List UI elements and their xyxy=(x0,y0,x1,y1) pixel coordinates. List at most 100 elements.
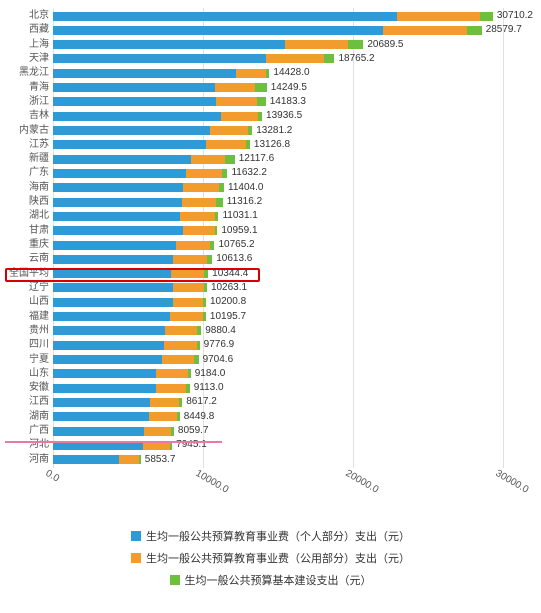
bar-row: 河北7945.1 xyxy=(53,439,533,451)
legend-item: 生均一般公共预算教育事业费（公用部分）支出（元） xyxy=(131,550,410,566)
legend-swatch xyxy=(170,575,180,585)
bar-segment-capital xyxy=(194,355,199,364)
stacked-bar xyxy=(53,183,224,192)
bar-value-label: 11404.0 xyxy=(228,183,263,193)
y-axis-label: 广西 xyxy=(5,426,49,436)
chart-area: 北京30710.2西藏28579.7上海20689.5天津18765.2黑龙江1… xyxy=(53,8,533,508)
bar-value-label: 9184.0 xyxy=(195,369,226,379)
stacked-bar xyxy=(53,226,217,235)
bar-segment-capital xyxy=(204,269,208,278)
bar-value-label: 10263.1 xyxy=(211,283,247,293)
y-axis-label: 海南 xyxy=(5,183,49,193)
stacked-bar xyxy=(53,255,212,264)
legend-item: 生均一般公共预算教育事业费（个人部分）支出（元） xyxy=(131,528,410,544)
y-axis-label: 福建 xyxy=(5,312,49,322)
y-axis-label: 四川 xyxy=(5,340,49,350)
chart-container: 北京30710.2西藏28579.7上海20689.5天津18765.2黑龙江1… xyxy=(8,8,533,588)
bar-row: 内蒙古13281.2 xyxy=(53,125,533,137)
bar-segment-personal xyxy=(53,341,164,350)
bar-segment-public xyxy=(156,369,187,378)
bar-segment-personal xyxy=(53,427,144,436)
bar-segment-public xyxy=(191,155,225,164)
stacked-bar xyxy=(53,369,191,378)
stacked-bar xyxy=(53,326,201,335)
bar-value-label: 8059.7 xyxy=(178,426,209,436)
bar-segment-public xyxy=(150,398,178,407)
bar-segment-capital xyxy=(215,212,218,221)
bar-value-label: 10959.1 xyxy=(221,226,257,236)
stacked-bar xyxy=(53,427,174,436)
stacked-bar xyxy=(53,398,182,407)
stacked-bar xyxy=(53,169,227,178)
bar-segment-public xyxy=(176,241,210,250)
bar-segment-personal xyxy=(53,312,170,321)
x-tick-label: 10000.0 xyxy=(194,468,231,496)
bar-segment-public xyxy=(183,183,219,192)
bar-segment-public xyxy=(173,298,203,307)
bar-row: 山东9184.0 xyxy=(53,368,533,380)
bar-segment-personal xyxy=(53,369,156,378)
y-axis-label: 山东 xyxy=(5,369,49,379)
bar-row: 上海20689.5 xyxy=(53,39,533,51)
legend-label: 生均一般公共预算教育事业费（公用部分）支出（元） xyxy=(146,550,410,566)
y-axis-label: 黑龙江 xyxy=(5,68,49,78)
bar-segment-public xyxy=(164,341,197,350)
stacked-bar xyxy=(53,312,206,321)
legend: 生均一般公共预算教育事业费（个人部分）支出（元） 生均一般公共预算教育事业费（公用… xyxy=(8,528,533,588)
bar-segment-public xyxy=(236,69,266,78)
bar-segment-public xyxy=(119,455,139,464)
bar-segment-capital xyxy=(197,326,201,335)
bar-segment-capital xyxy=(266,69,269,78)
bar-segment-personal xyxy=(53,83,215,92)
x-tick-label: 20000.0 xyxy=(344,468,381,496)
bar-segment-capital xyxy=(222,169,227,178)
bar-row: 山西10200.8 xyxy=(53,296,533,308)
stacked-bar xyxy=(53,269,208,278)
stacked-bar xyxy=(53,69,269,78)
bar-row: 河南5853.7 xyxy=(53,454,533,466)
bar-value-label: 28579.7 xyxy=(486,25,522,35)
bar-segment-personal xyxy=(53,40,285,49)
stacked-bar xyxy=(53,455,141,464)
bar-row: 广东11632.2 xyxy=(53,167,533,179)
y-axis-label: 河南 xyxy=(5,455,49,465)
y-axis-label: 陕西 xyxy=(5,197,49,207)
bar-row: 湖南8449.8 xyxy=(53,411,533,423)
y-axis-label: 西藏 xyxy=(5,25,49,35)
x-tick-label: 30000.0 xyxy=(494,468,531,496)
bar-segment-capital xyxy=(480,12,493,21)
bar-segment-personal xyxy=(53,97,216,106)
bar-row: 新疆12117.6 xyxy=(53,153,533,165)
stacked-bar xyxy=(53,54,334,63)
bar-segment-capital xyxy=(219,183,224,192)
y-axis-label: 全国平均 xyxy=(5,269,49,279)
bar-row: 重庆10765.2 xyxy=(53,239,533,251)
bar-segment-public xyxy=(173,283,204,292)
bar-segment-capital xyxy=(177,412,179,421)
bar-segment-capital xyxy=(255,83,266,92)
bar-value-label: 9704.6 xyxy=(203,355,234,365)
bar-segment-personal xyxy=(53,455,119,464)
bar-value-label: 9880.4 xyxy=(205,326,236,336)
bar-segment-capital xyxy=(188,369,191,378)
bar-segment-public xyxy=(266,54,324,63)
bar-segment-personal xyxy=(53,12,397,21)
bar-segment-personal xyxy=(53,169,186,178)
legend-item: 生均一般公共预算基本建设支出（元） xyxy=(170,572,372,588)
bar-segment-capital xyxy=(324,54,334,63)
x-tick-label: 0.0 xyxy=(44,468,62,484)
bar-segment-personal xyxy=(53,441,143,450)
bar-value-label: 13126.8 xyxy=(254,140,290,150)
bar-row: 天津18765.2 xyxy=(53,53,533,65)
bar-segment-personal xyxy=(53,226,183,235)
bar-segment-capital xyxy=(467,26,482,35)
bar-value-label: 10344.4 xyxy=(212,269,248,279)
bar-value-label: 11031.1 xyxy=(222,211,257,221)
stacked-bar xyxy=(53,26,482,35)
bar-segment-personal xyxy=(53,140,206,149)
bar-value-label: 10613.6 xyxy=(216,254,252,264)
bar-segment-capital xyxy=(186,384,189,393)
stacked-bar xyxy=(53,441,172,450)
bar-segment-capital xyxy=(246,140,249,149)
bar-row: 浙江14183.3 xyxy=(53,96,533,108)
